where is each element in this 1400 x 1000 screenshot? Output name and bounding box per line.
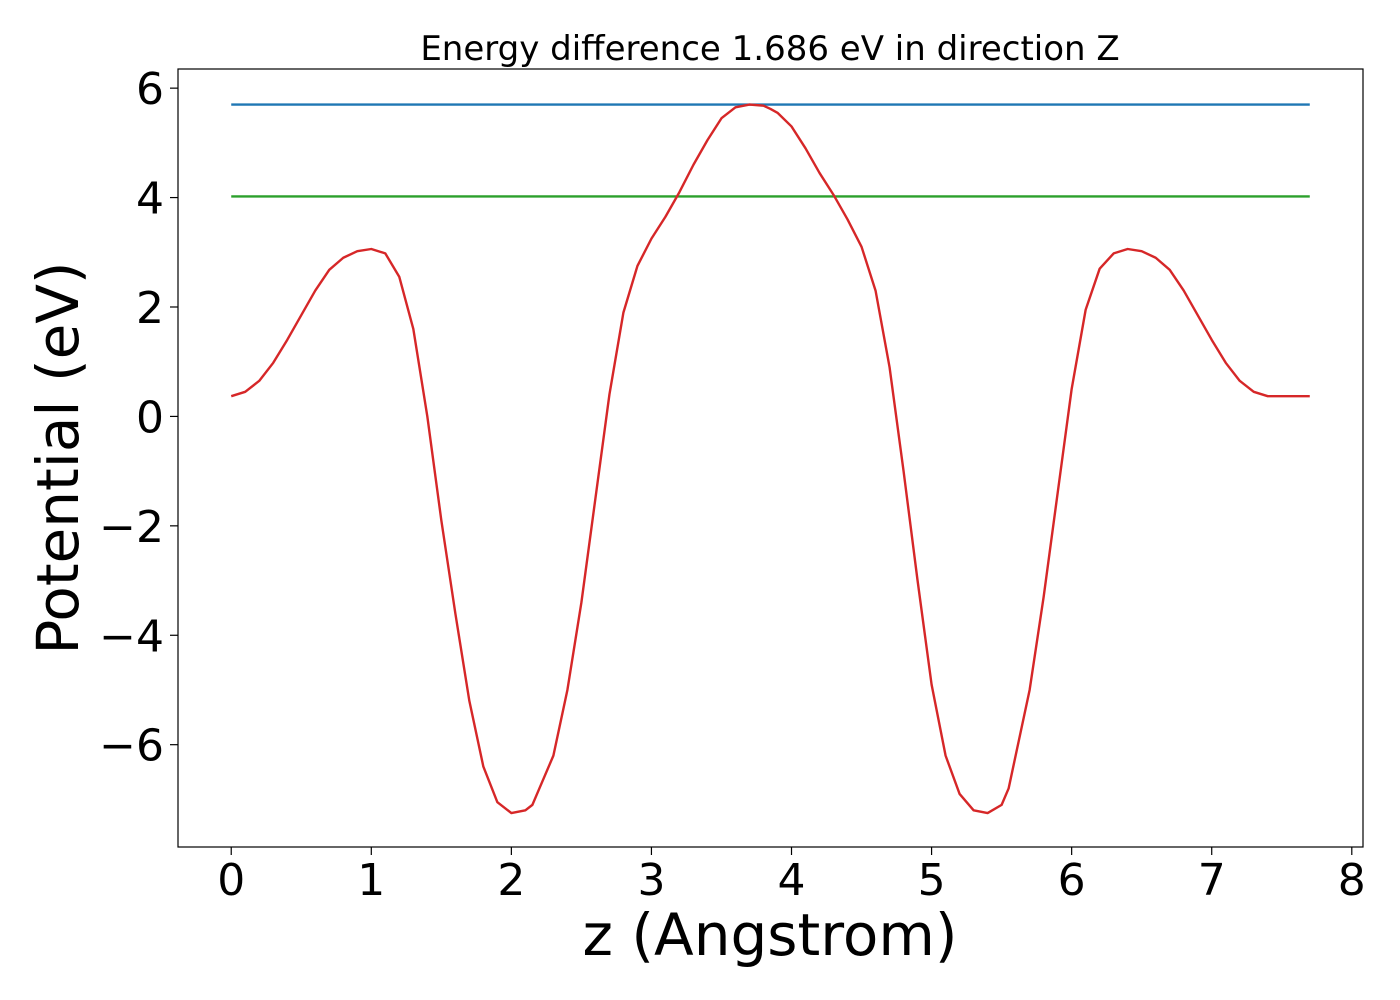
x-tick-label: 6 xyxy=(1058,855,1086,906)
plot-frame xyxy=(177,68,1364,848)
y-axis-title: Potential (eV) xyxy=(24,261,92,654)
x-axis-title: z (Angstrom) xyxy=(583,901,958,969)
x-tick-label: 4 xyxy=(778,855,806,906)
y-tick-label: −2 xyxy=(99,502,164,553)
y-ticks: −6 −4 −2 0 2 4 6 xyxy=(99,64,178,772)
y-tick-label: 6 xyxy=(136,64,164,115)
y-tick-label: −4 xyxy=(99,611,164,662)
x-tick-label: 5 xyxy=(918,855,946,906)
y-tick-label: 2 xyxy=(136,283,164,334)
y-tick-label: −6 xyxy=(99,721,164,772)
x-tick-label: 3 xyxy=(637,855,665,906)
y-tick-label: 0 xyxy=(136,392,164,443)
x-tick-label: 0 xyxy=(217,855,245,906)
x-tick-label: 2 xyxy=(497,855,525,906)
x-tick-label: 7 xyxy=(1198,855,1226,906)
series-layer xyxy=(230,103,1310,815)
series-line-2 xyxy=(230,103,1310,815)
chart-title: Energy difference 1.686 eV in direction … xyxy=(420,29,1119,69)
x-tick-label: 1 xyxy=(357,855,385,906)
x-tick-label: 8 xyxy=(1338,855,1366,906)
y-tick-label: 4 xyxy=(136,174,164,225)
x-ticks: 0 1 2 3 4 5 6 7 8 xyxy=(217,847,1366,906)
